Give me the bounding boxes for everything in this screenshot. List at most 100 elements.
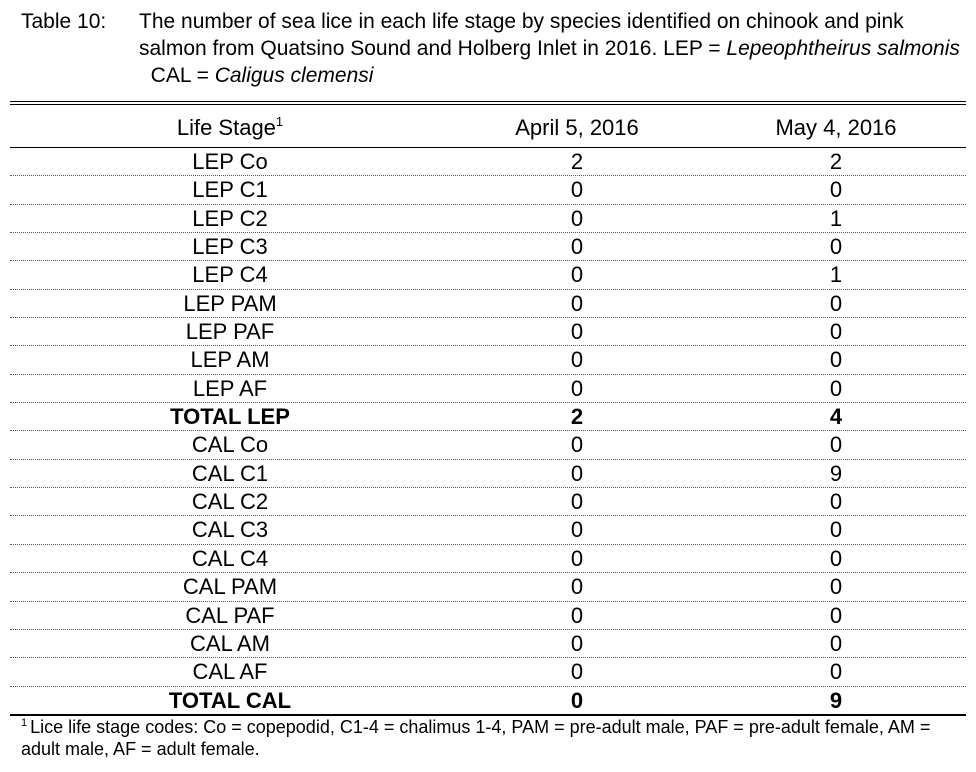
cell-may: 0 bbox=[829, 630, 843, 656]
table-row: LEP Co 2 2 bbox=[10, 148, 966, 177]
cell-april: 0 bbox=[570, 347, 584, 373]
table-row: LEP C1 0 0 bbox=[10, 176, 966, 205]
cell-april: 0 bbox=[570, 205, 584, 231]
cell-april: 0 bbox=[570, 545, 584, 571]
cell-life-stage: CAL PAF bbox=[185, 602, 275, 628]
cell-life-stage: CAL C2 bbox=[191, 489, 269, 515]
cell-may: 0 bbox=[829, 659, 843, 685]
caption-text: The number of sea lice in each life stag… bbox=[139, 8, 966, 89]
cell-may: 1 bbox=[829, 205, 843, 231]
cell-life-stage: LEP PAF bbox=[185, 319, 275, 345]
cell-may: 9 bbox=[829, 460, 843, 486]
table-row: CAL C1 0 9 bbox=[10, 460, 966, 489]
table-row: CAL C3 0 0 bbox=[10, 516, 966, 545]
cell-life-stage: TOTAL CAL bbox=[168, 687, 292, 713]
table-row: LEP PAF 0 0 bbox=[10, 318, 966, 347]
table-row: CAL C2 0 0 bbox=[10, 488, 966, 517]
header-may: May 4, 2016 bbox=[775, 115, 897, 140]
cell-life-stage: CAL C4 bbox=[191, 545, 269, 571]
table-row: LEP AM 0 0 bbox=[10, 346, 966, 375]
table-row: TOTAL LEP 2 4 bbox=[10, 403, 966, 432]
lep-species-name: Lepeophtheirus salmonis bbox=[726, 37, 960, 60]
table-body: LEP Co 2 2 LEP C1 0 0 LEP C2 0 1 LEP C3 0 0 LEP C4 0 1… bbox=[10, 148, 966, 715]
cell-april: 0 bbox=[570, 630, 584, 656]
cell-april: 0 bbox=[570, 659, 584, 685]
cell-april: 0 bbox=[570, 432, 584, 458]
cell-may: 0 bbox=[829, 177, 843, 203]
cell-life-stage: TOTAL LEP bbox=[170, 404, 290, 430]
table-label: Table 10: bbox=[21, 10, 107, 33]
table-row: CAL PAF 0 0 bbox=[10, 602, 966, 630]
cell-may: 0 bbox=[829, 574, 843, 600]
cell-april: 0 bbox=[570, 489, 584, 515]
cell-april: 0 bbox=[570, 262, 584, 288]
cell-april: 0 bbox=[570, 602, 584, 628]
cell-may: 0 bbox=[829, 432, 843, 458]
header-footnote-mark: 1 bbox=[275, 114, 284, 129]
cell-life-stage: LEP C1 bbox=[192, 177, 268, 203]
cell-may: 0 bbox=[829, 489, 843, 515]
cell-may: 0 bbox=[829, 347, 843, 373]
header-april: April 5, 2016 bbox=[515, 115, 639, 140]
cell-life-stage: LEP AF bbox=[192, 375, 268, 401]
cell-april: 0 bbox=[570, 687, 584, 713]
table-row: TOTAL CAL 0 9 bbox=[10, 687, 966, 715]
cell-april: 0 bbox=[570, 460, 584, 486]
table-row: LEP C2 0 1 bbox=[10, 205, 966, 234]
cell-april: 0 bbox=[570, 517, 584, 543]
footnote-mark: 1 bbox=[21, 717, 28, 729]
header-rule bbox=[10, 147, 966, 148]
cell-may: 9 bbox=[829, 687, 843, 713]
footnote-text: Lice life stage codes: Co = copepodid, C… bbox=[21, 717, 931, 759]
cell-april: 0 bbox=[570, 290, 584, 316]
cell-life-stage: CAL C3 bbox=[191, 517, 269, 543]
cell-may: 2 bbox=[829, 149, 843, 174]
cell-life-stage: CAL AF bbox=[192, 659, 268, 685]
table-top-rule bbox=[10, 101, 966, 102]
table-row: LEP AF 0 0 bbox=[10, 375, 966, 404]
cell-may: 0 bbox=[829, 602, 843, 628]
cell-april: 2 bbox=[570, 149, 584, 174]
cell-may: 0 bbox=[829, 545, 843, 571]
table-row: CAL C4 0 0 bbox=[10, 545, 966, 574]
cell-life-stage: LEP AM bbox=[190, 347, 270, 373]
header-life-stage: Life Stage1 bbox=[130, 115, 330, 141]
cell-april: 0 bbox=[570, 319, 584, 345]
table-row: LEP C4 0 1 bbox=[10, 261, 966, 290]
cal-species-name: Caligus clemensi bbox=[214, 64, 374, 87]
cell-life-stage: LEP C2 bbox=[192, 205, 268, 231]
cell-april: 0 bbox=[570, 234, 584, 260]
table-caption: Table 10: The number of sea lice in each… bbox=[21, 8, 966, 89]
cell-life-stage: LEP Co bbox=[192, 149, 268, 174]
cell-may: 4 bbox=[829, 404, 843, 430]
cell-life-stage: CAL C1 bbox=[191, 460, 269, 486]
cell-may: 0 bbox=[829, 319, 843, 345]
cell-may: 1 bbox=[829, 262, 843, 288]
caption-main-text: The number of sea lice in each life stag… bbox=[139, 10, 904, 60]
cell-april: 0 bbox=[570, 574, 584, 600]
table-top-rule-inner bbox=[10, 104, 966, 105]
table-bottom-rule bbox=[10, 714, 966, 716]
table-row: CAL AF 0 0 bbox=[10, 658, 966, 687]
table-footnote: 1 Lice life stage codes: Co = copepodid, … bbox=[21, 716, 961, 760]
cell-may: 0 bbox=[829, 517, 843, 543]
cell-may: 0 bbox=[829, 234, 843, 260]
table-row: CAL PAM 0 0 bbox=[10, 573, 966, 602]
cell-life-stage: LEP C4 bbox=[192, 262, 268, 288]
table-header-row: Life Stage1 April 5, 2016 May 4, 2016 bbox=[10, 108, 966, 146]
header-life-stage-label: Life Stage bbox=[176, 115, 276, 140]
cell-life-stage: CAL PAM bbox=[182, 574, 278, 600]
cell-life-stage: CAL Co bbox=[191, 432, 269, 458]
table-row: LEP PAM 0 0 bbox=[10, 290, 966, 319]
table-row: CAL Co 0 0 bbox=[10, 431, 966, 460]
cell-life-stage: LEP C3 bbox=[192, 234, 268, 260]
cell-april: 0 bbox=[570, 375, 584, 401]
cell-april: 0 bbox=[570, 177, 584, 203]
table-row: LEP C3 0 0 bbox=[10, 233, 966, 262]
cell-may: 0 bbox=[829, 375, 843, 401]
cal-prefix-text: CAL = bbox=[139, 64, 215, 87]
table-row: CAL AM 0 0 bbox=[10, 630, 966, 659]
cell-life-stage: CAL AM bbox=[190, 630, 270, 656]
cell-may: 0 bbox=[829, 290, 843, 316]
cell-april: 2 bbox=[570, 404, 584, 430]
